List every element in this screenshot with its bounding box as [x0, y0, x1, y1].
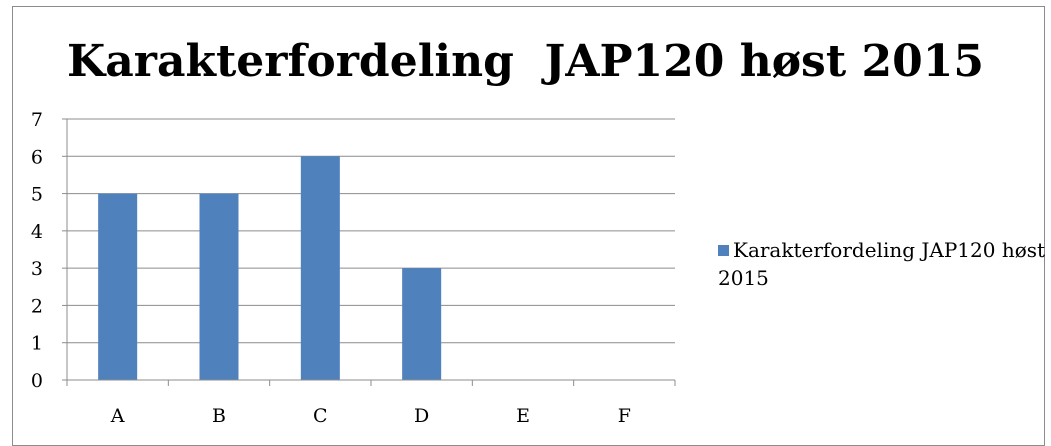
- x-tick-label: E: [516, 405, 530, 427]
- y-tick-label: 2: [31, 295, 43, 317]
- chart-title: Karakterfordeling JAP120 høst 2015: [67, 36, 984, 87]
- y-tick-label: 5: [31, 184, 43, 206]
- legend: Karakterfordeling JAP120 høst 2015: [718, 236, 1048, 292]
- bars: [98, 156, 442, 380]
- x-tick-label: F: [618, 405, 631, 427]
- gridlines: [67, 118, 675, 344]
- x-tick-label: C: [313, 405, 328, 427]
- y-tick-label: 4: [31, 221, 43, 243]
- bar-c: [300, 156, 340, 380]
- axes: [62, 118, 676, 386]
- x-tick-label: B: [212, 405, 226, 427]
- bar-a: [98, 193, 138, 380]
- y-tick-label: 0: [31, 370, 43, 392]
- y-tick-label: 3: [31, 258, 43, 280]
- tick-labels: 0 1 2 3 4 5 6 7 A B C D E F: [31, 109, 631, 427]
- x-tick-label: A: [110, 405, 125, 427]
- y-tick-label: 7: [31, 109, 43, 131]
- legend-swatch: [718, 245, 729, 256]
- y-tick-label: 1: [31, 333, 43, 355]
- x-tick-label: D: [414, 405, 429, 427]
- bar-chart: 0 1 2 3 4 5 6 7 A B C D E F: [31, 109, 676, 427]
- legend-label: Karakterfordeling JAP120 høst 2015: [718, 238, 1046, 290]
- chart-frame: [12, 6, 1045, 446]
- bar-b: [199, 193, 239, 380]
- bar-d: [402, 268, 442, 380]
- y-tick-label: 6: [31, 146, 43, 168]
